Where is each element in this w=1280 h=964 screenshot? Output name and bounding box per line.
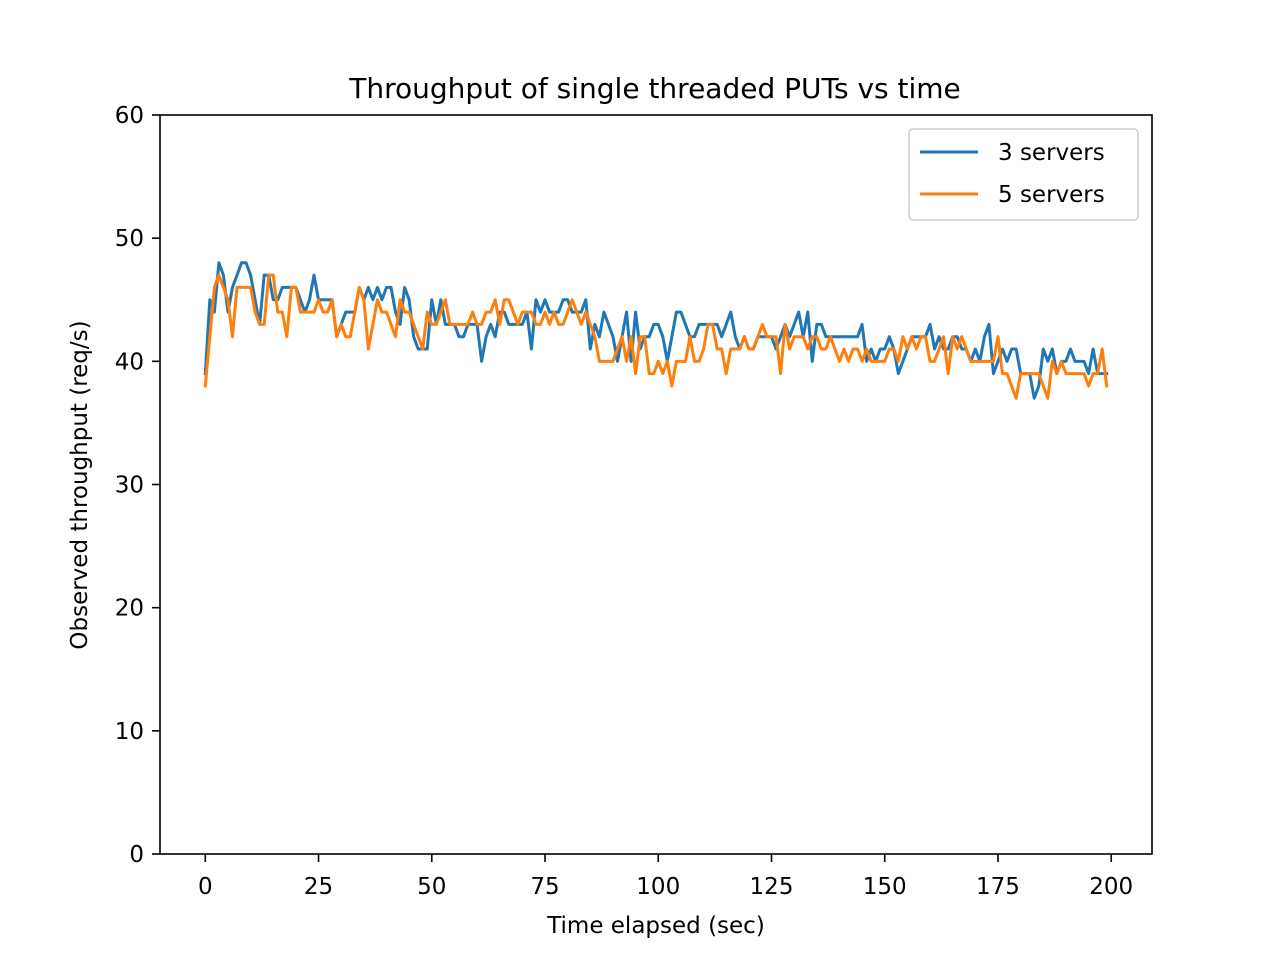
x-tick-label: 175 (976, 874, 1020, 900)
y-tick-label: 20 (115, 596, 144, 622)
legend-label-5-servers: 5 servers (998, 182, 1105, 208)
y-tick-label: 40 (115, 349, 144, 375)
x-tick-label: 125 (750, 874, 794, 900)
series-layer (203, 261, 1109, 400)
x-tick-label: 200 (1089, 874, 1133, 900)
x-tick-label: 0 (198, 874, 213, 900)
legend: 3 servers 5 servers (908, 128, 1139, 221)
y-axis-label: Observed throughput (req/s) (67, 320, 93, 649)
y-tick-label: 0 (129, 842, 144, 868)
legend-label-3-servers: 3 servers (998, 140, 1105, 166)
series-line-5-servers (203, 273, 1109, 400)
x-tick-label: 25 (304, 874, 333, 900)
y-tick-label: 50 (115, 226, 144, 252)
x-axis: 0 25 50 75 100 125 150 175 200 (198, 854, 1133, 900)
y-axis: 0 10 20 30 40 50 60 (115, 103, 160, 868)
x-tick-label: 75 (530, 874, 559, 900)
plot-frame (159, 114, 1153, 855)
x-tick-label: 50 (417, 874, 446, 900)
x-tick-label: 150 (863, 874, 907, 900)
x-axis-label: Time elapsed (sec) (546, 913, 765, 939)
y-tick-label: 60 (115, 103, 144, 129)
y-tick-label: 30 (115, 473, 144, 499)
x-tick-label: 100 (636, 874, 680, 900)
chart-title: Throughput of single threaded PUTs vs ti… (348, 72, 961, 105)
y-tick-label: 10 (115, 719, 144, 745)
